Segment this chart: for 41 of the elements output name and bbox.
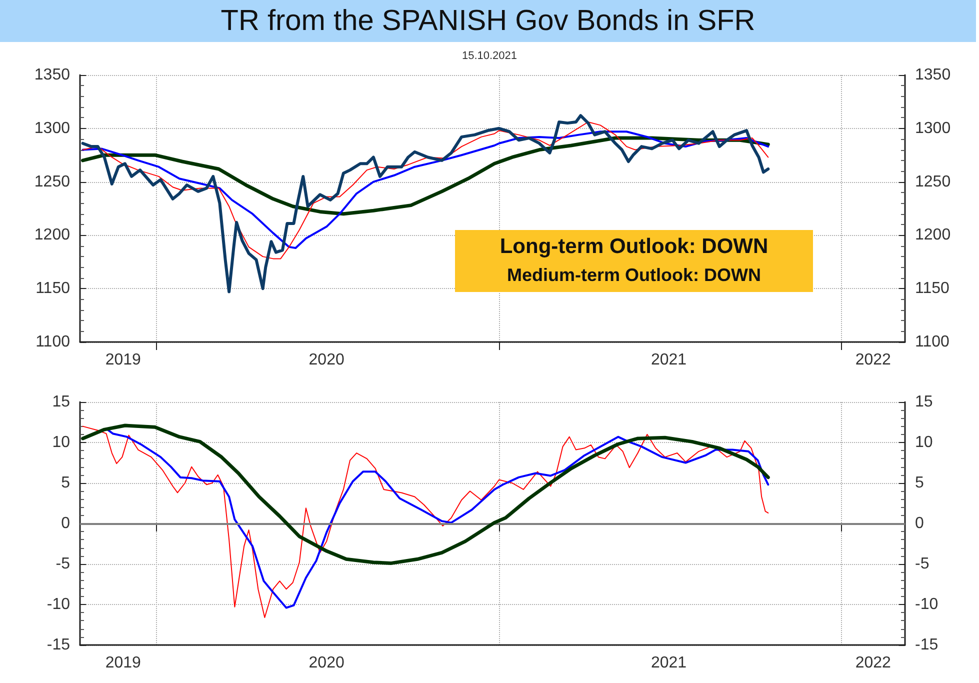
x-tick-label: 2021 bbox=[650, 654, 687, 672]
line-series bbox=[81, 424, 770, 565]
y-tick-label: 10 bbox=[52, 434, 70, 451]
y-tick-label: 15 bbox=[52, 394, 70, 410]
callout-box: Long-term Outlook: DOWN Medium-term Outlook: DOWN bbox=[455, 230, 813, 292]
y2-tick-label: 15 bbox=[915, 394, 933, 410]
y2-tick-label: 1250 bbox=[915, 173, 951, 190]
y-tick-label: 1200 bbox=[34, 226, 70, 244]
y-tick-label: 1150 bbox=[36, 280, 70, 298]
y-tick-label: 0 bbox=[61, 515, 70, 532]
y2-tick-label: 1200 bbox=[915, 226, 951, 244]
chart-subtitle: 15.10.2021 bbox=[460, 50, 518, 62]
y2-tick-label: 5 bbox=[915, 474, 924, 492]
y2-tick-label: -15 bbox=[915, 636, 938, 654]
x-tick-label: 2019 bbox=[105, 654, 142, 672]
y-tick-label: 1100 bbox=[36, 334, 70, 350]
y2-tick-label: 1150 bbox=[915, 280, 950, 298]
y2-tick-label: 1350 bbox=[915, 66, 951, 84]
y2-tick-label: -5 bbox=[915, 556, 930, 572]
chart-title: TR from the SPANISH Gov Bonds in SFR bbox=[0, 0, 976, 42]
y-tick-label: -5 bbox=[56, 556, 70, 572]
y2-tick-label: -10 bbox=[915, 596, 938, 613]
x-tick-label: 2021 bbox=[650, 352, 687, 368]
y2-tick-label: 1100 bbox=[915, 334, 950, 350]
y-tick-label: 5 bbox=[61, 474, 70, 492]
y2-tick-label: 0 bbox=[915, 515, 924, 532]
y-tick-label: 1250 bbox=[34, 173, 70, 190]
y-tick-label: -15 bbox=[46, 636, 70, 654]
x-tick-label: 2019 bbox=[105, 352, 142, 368]
y2-tick-label: 1300 bbox=[915, 120, 951, 137]
x-tick-label: 2022 bbox=[855, 352, 892, 368]
annotation: Medium-term Outlook: DOWN bbox=[507, 264, 761, 287]
line-series bbox=[81, 114, 770, 294]
y2-tick-label: 10 bbox=[915, 434, 933, 451]
y-tick-label: -10 bbox=[46, 596, 70, 613]
x-tick-label: 2020 bbox=[308, 654, 344, 672]
annotation: Long-term Outlook: DOWN bbox=[500, 234, 768, 260]
y-tick-label: 1350 bbox=[34, 66, 70, 84]
x-tick-label: 2020 bbox=[308, 352, 344, 368]
y-tick-label: 1300 bbox=[34, 120, 70, 137]
x-tick-label: 2022 bbox=[855, 654, 892, 672]
